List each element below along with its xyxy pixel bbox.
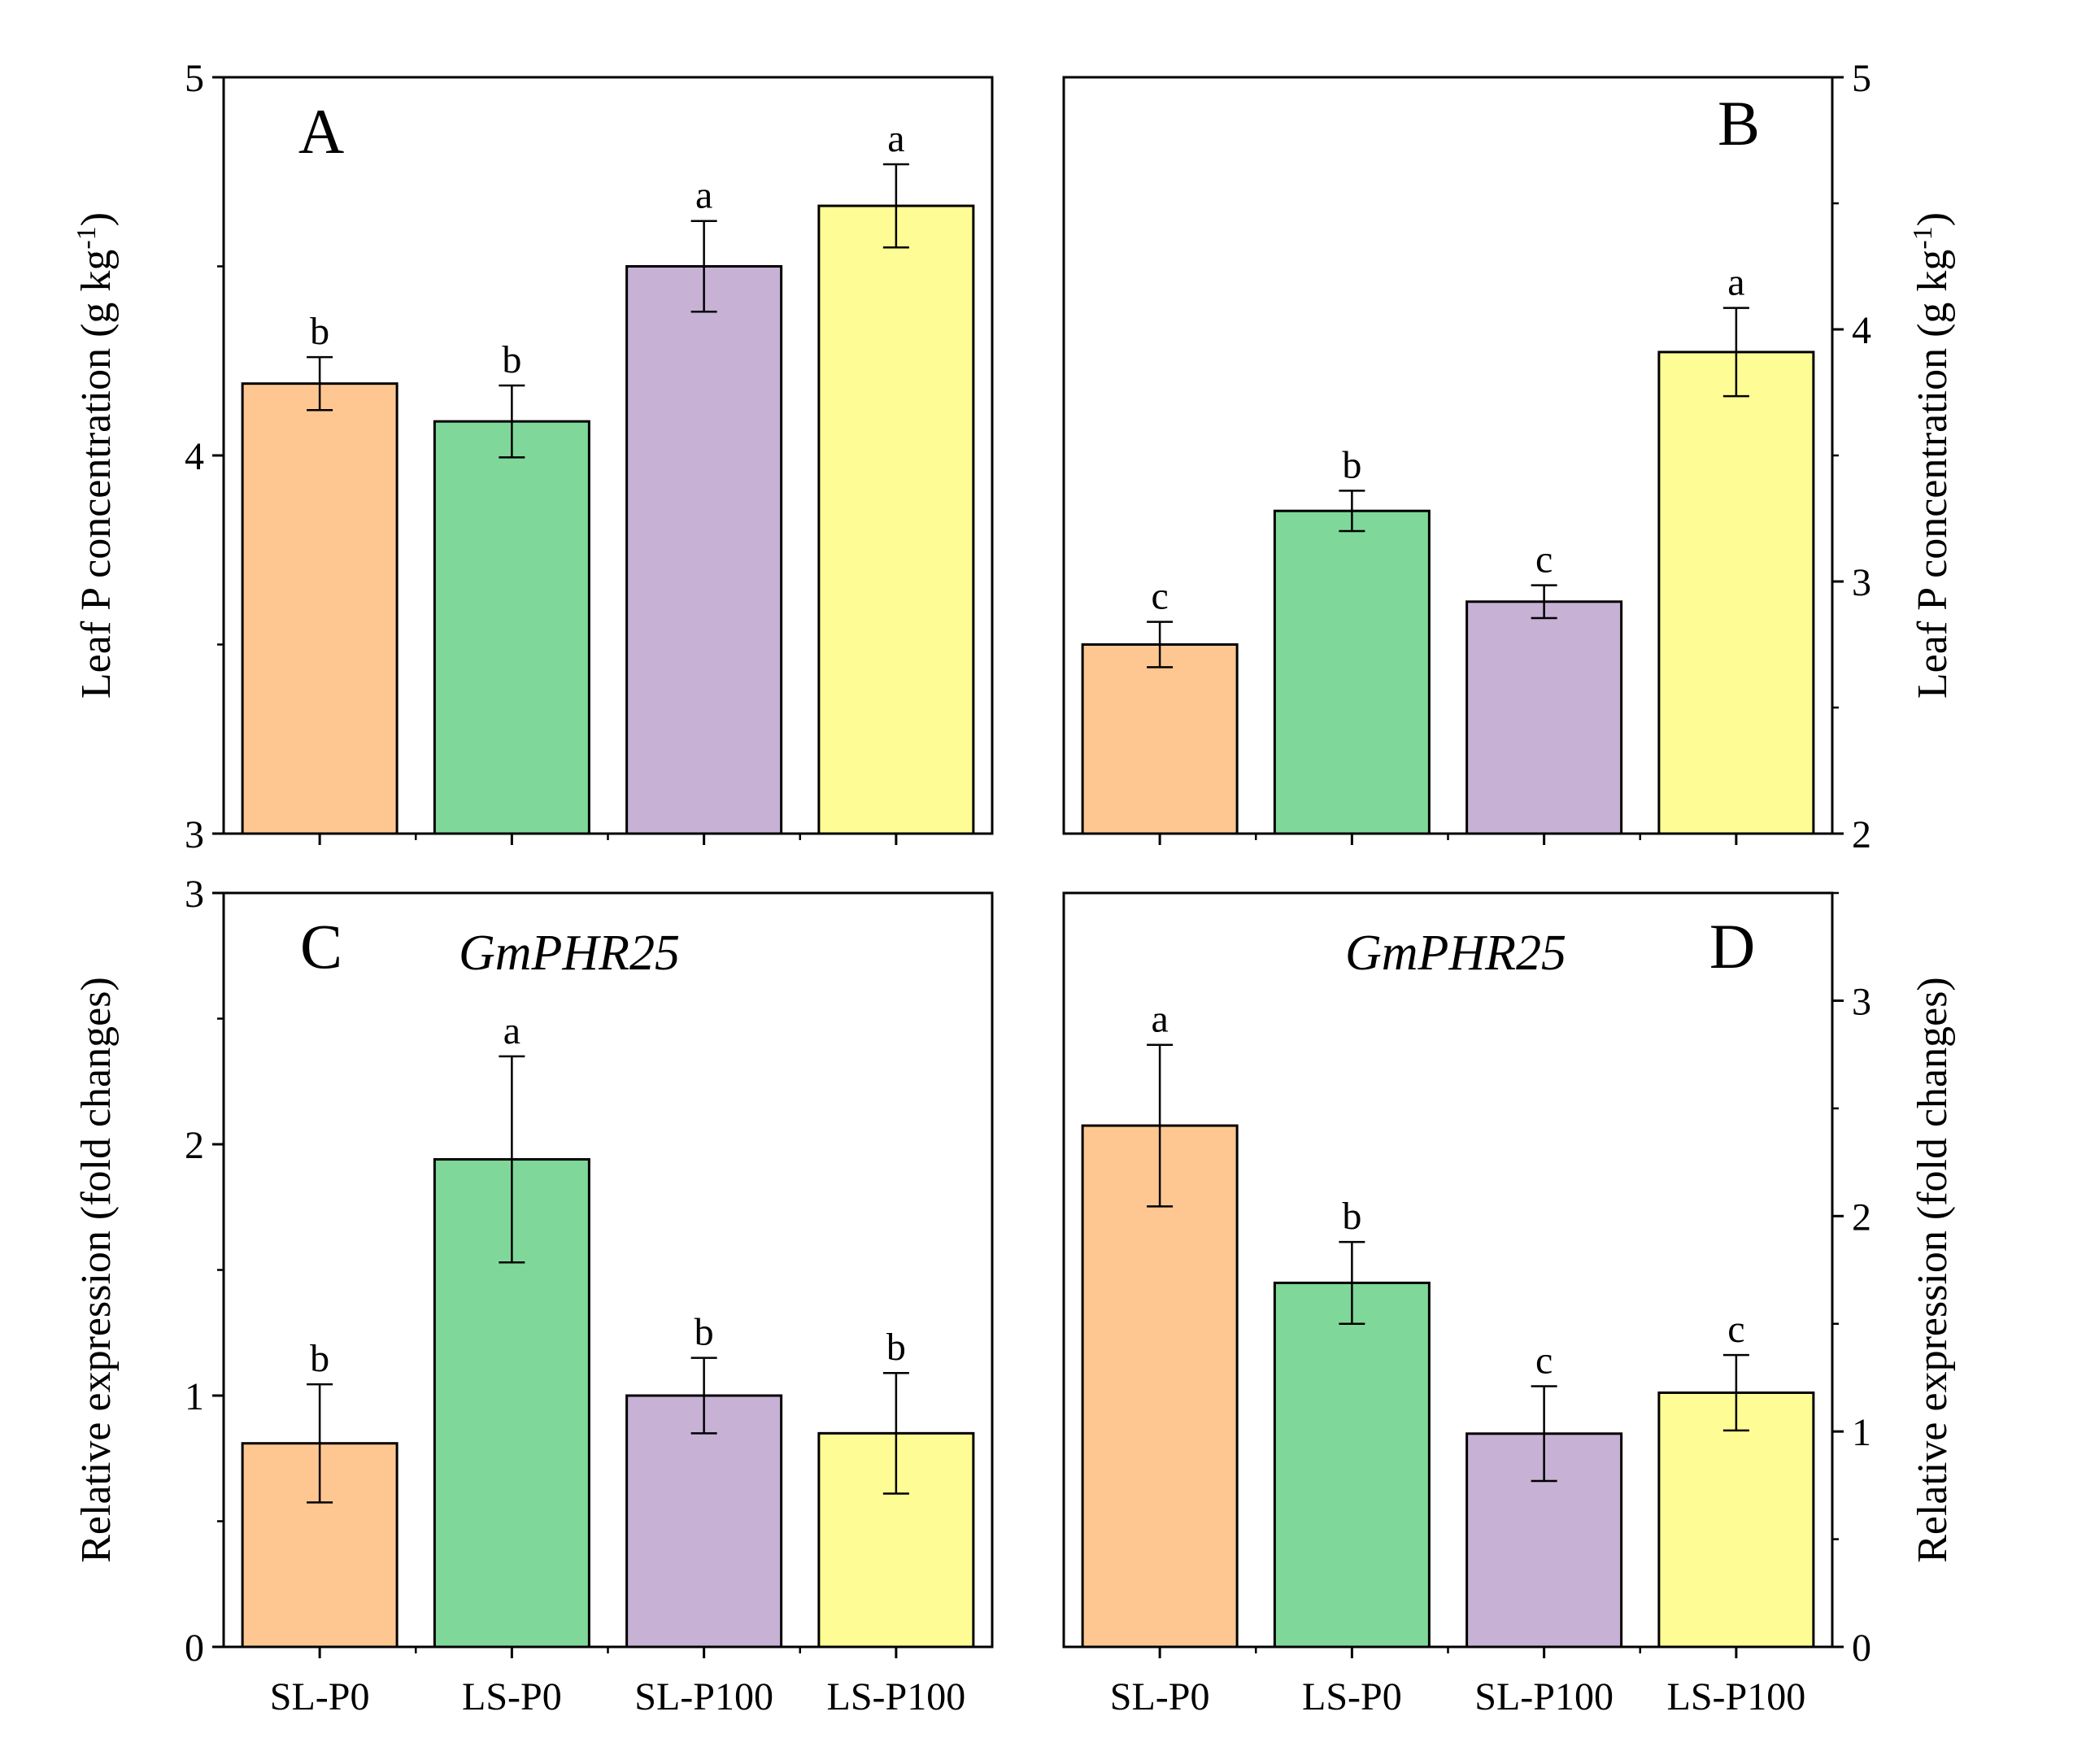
significance-letter: c — [1535, 538, 1553, 581]
y-axis-title-main: Leaf P concentration (g kg — [73, 250, 120, 699]
gene-label: GmPHR25 — [1345, 926, 1566, 981]
significance-letter: a — [503, 1009, 520, 1052]
category-label: LS-P100 — [1667, 1675, 1806, 1718]
y-tick-label: 3 — [185, 813, 204, 856]
bar-ls-p100 — [1657, 1391, 1815, 1649]
y-tick-label: 2 — [1852, 813, 1871, 856]
bar-sl-p100 — [625, 1394, 783, 1649]
bar-ls-p0 — [1273, 509, 1431, 835]
category-label: SL-P100 — [1474, 1675, 1614, 1718]
bar-ls-p100 — [1657, 351, 1815, 835]
y-axis-title-main: Leaf P concentration (g kg — [1910, 250, 1956, 699]
y-axis-title-end: ) — [1910, 212, 1956, 226]
significance-letter: a — [1151, 998, 1168, 1041]
y-tick-label: 4 — [1852, 309, 1871, 352]
y-axis-title-superscript: -1 — [1908, 226, 1938, 249]
significance-letter: c — [1535, 1339, 1553, 1383]
significance-letter: b — [695, 1311, 714, 1354]
significance-letter: a — [887, 117, 904, 160]
y-tick-label: 1 — [1852, 1411, 1871, 1454]
panel-d: a b c c 0 1 2 3 SL-P0 LS-P0 SL-P100 LS-P100 Relative… — [1062, 891, 1956, 1718]
panel-letter: B — [1718, 88, 1760, 159]
significance-letter: b — [1342, 443, 1361, 486]
gene-label: GmPHR25 — [459, 926, 680, 981]
category-label: LS-P0 — [1302, 1675, 1402, 1718]
y-tick-label: 0 — [185, 1627, 204, 1670]
category-label: LS-P0 — [462, 1675, 562, 1718]
panel-letter: C — [300, 911, 342, 982]
bar-sl-p0 — [1081, 643, 1239, 835]
category-label: LS-P100 — [827, 1675, 966, 1718]
y-axis-title: Relative expression (fold changes) — [1910, 977, 1956, 1563]
category-label: SL-P100 — [634, 1675, 773, 1718]
significance-letter: c — [1151, 575, 1168, 618]
significance-letter: b — [310, 310, 329, 353]
y-axis-title-end: ) — [73, 212, 120, 226]
bar-ls-p100 — [817, 204, 975, 835]
bar-sl-p100 — [625, 265, 783, 835]
significance-letter: b — [310, 1337, 329, 1380]
y-tick-label: 4 — [185, 435, 204, 478]
y-axis-title: Leaf P concentration (g kg-1) — [72, 212, 120, 699]
y-tick-label: 5 — [1852, 57, 1871, 100]
y-tick-label: 1 — [185, 1375, 204, 1418]
panel-letter: D — [1709, 911, 1755, 982]
panel-b: c b c a 2 3 4 5 Leaf P concentration (g kg-1) B — [1062, 57, 1957, 856]
bar-sl-p0 — [241, 382, 398, 835]
y-tick-label: 0 — [1852, 1627, 1871, 1670]
y-tick-label: 3 — [1852, 980, 1871, 1023]
y-tick-label: 2 — [185, 1124, 204, 1167]
bar-sl-p100 — [1465, 600, 1623, 835]
significance-letter: a — [695, 174, 712, 217]
panel-letter: A — [298, 96, 344, 167]
significance-letter: b — [1342, 1195, 1361, 1238]
category-label: SL-P0 — [1110, 1675, 1210, 1718]
bar-ls-p0 — [1273, 1281, 1431, 1649]
y-tick-label: 3 — [1852, 561, 1871, 604]
significance-letter: a — [1727, 261, 1744, 304]
significance-letter: b — [886, 1326, 906, 1369]
significance-letter: c — [1727, 1308, 1744, 1351]
panel-c: b a b b 0 1 2 3 SL-P0 LS-P0 SL-P100 LS-P100 Relative… — [73, 873, 994, 1718]
y-tick-label: 5 — [185, 57, 204, 100]
y-axis-title: Relative expression (fold changes) — [73, 977, 120, 1563]
category-label: SL-P0 — [270, 1675, 370, 1718]
y-tick-label: 2 — [1852, 1196, 1871, 1239]
y-axis-title-superscript: -1 — [72, 226, 102, 249]
bar-ls-p0 — [433, 420, 590, 835]
y-axis-title: Leaf P concentration (g kg-1) — [1908, 212, 1957, 699]
panel-a: b b a a 3 4 5 Leaf P concentration (g kg-1) A — [72, 57, 994, 856]
y-tick-label: 3 — [185, 873, 204, 916]
significance-letter: b — [502, 338, 521, 381]
